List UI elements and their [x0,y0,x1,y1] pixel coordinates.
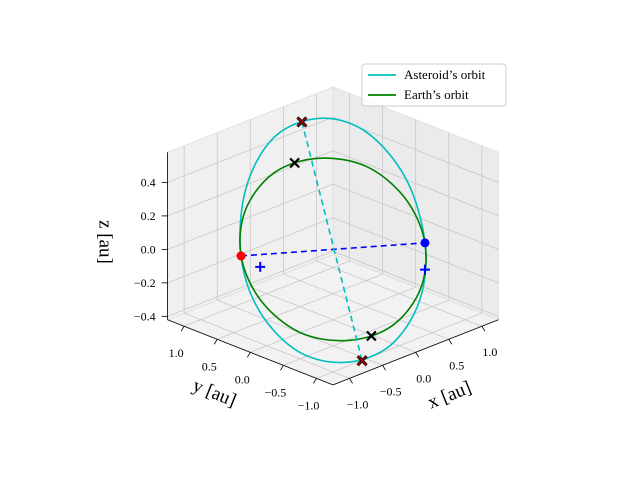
legend-label: Earth’s orbit [404,87,469,102]
legend-frame [361,63,507,107]
z-tick-label: 0.0 [141,242,156,256]
plot-area [236,116,430,367]
grid-line [332,250,499,317]
x-tick-label: 0.0 [416,371,431,385]
point-marker [420,238,430,248]
grid-line [283,299,449,366]
tick-mark [481,326,486,332]
x-axis-line [332,319,499,386]
legend-label: Asteroid’s orbit [404,67,486,82]
z-tick-label: 0.4 [141,175,156,189]
y-axis-label: y [au] [190,375,239,411]
grid-line [332,217,499,284]
y-tick-label: −0.5 [264,385,286,399]
z-tick-label: −0.2 [134,276,156,290]
point-marker [289,157,300,169]
legend: Asteroid’s orbit Earth’s orbit [361,63,507,107]
point-marker [366,330,377,342]
x-axis-label: x [au] [425,377,474,413]
y-tick-label: −1.0 [298,398,320,412]
y-tick-label: 1.0 [169,346,184,360]
point-marker [296,116,307,127]
tick-mark [246,352,251,358]
point-marker [236,251,246,261]
grid-line [183,260,350,327]
grid-line [250,286,416,353]
z-axis-label: z [au] [95,220,116,264]
x-tick-label: −1.0 [347,397,369,411]
grid-line [167,217,334,284]
grid-line [332,183,499,250]
grid-line [167,116,334,183]
dashed-line [301,121,363,361]
y-tick-label: 0.5 [202,359,217,373]
dashed-line [240,242,426,257]
grid-line [316,312,483,379]
grid-line [332,150,499,217]
tick-mark [415,352,420,358]
point-marker [357,355,368,366]
point-marker [255,261,266,272]
tick-mark [448,339,453,345]
panes: −1.0 −0.5 0.0 0.5 1.0 −1.0 −0.5 0.0 0.5 1.0 −0.4 −0… [95,86,500,413]
tick-mark [313,378,317,384]
tick-mark [213,339,218,345]
tick-mark [349,378,353,384]
tick-mark [180,326,185,332]
y-tick-label: 0.0 [235,372,250,386]
tick-mark [280,365,284,371]
y-axis-line [167,319,334,386]
tick-mark [382,365,386,371]
x-tick-label: 0.5 [449,358,464,372]
z-tick-label: −0.4 [134,309,156,323]
grid-line [167,183,334,250]
grid-line [217,273,383,340]
x-tick-label: 1.0 [482,345,497,359]
x-tick-label: −0.5 [380,384,402,398]
z-tick-label: 0.2 [141,209,156,223]
grid-line [167,150,334,217]
point-marker [419,264,430,275]
